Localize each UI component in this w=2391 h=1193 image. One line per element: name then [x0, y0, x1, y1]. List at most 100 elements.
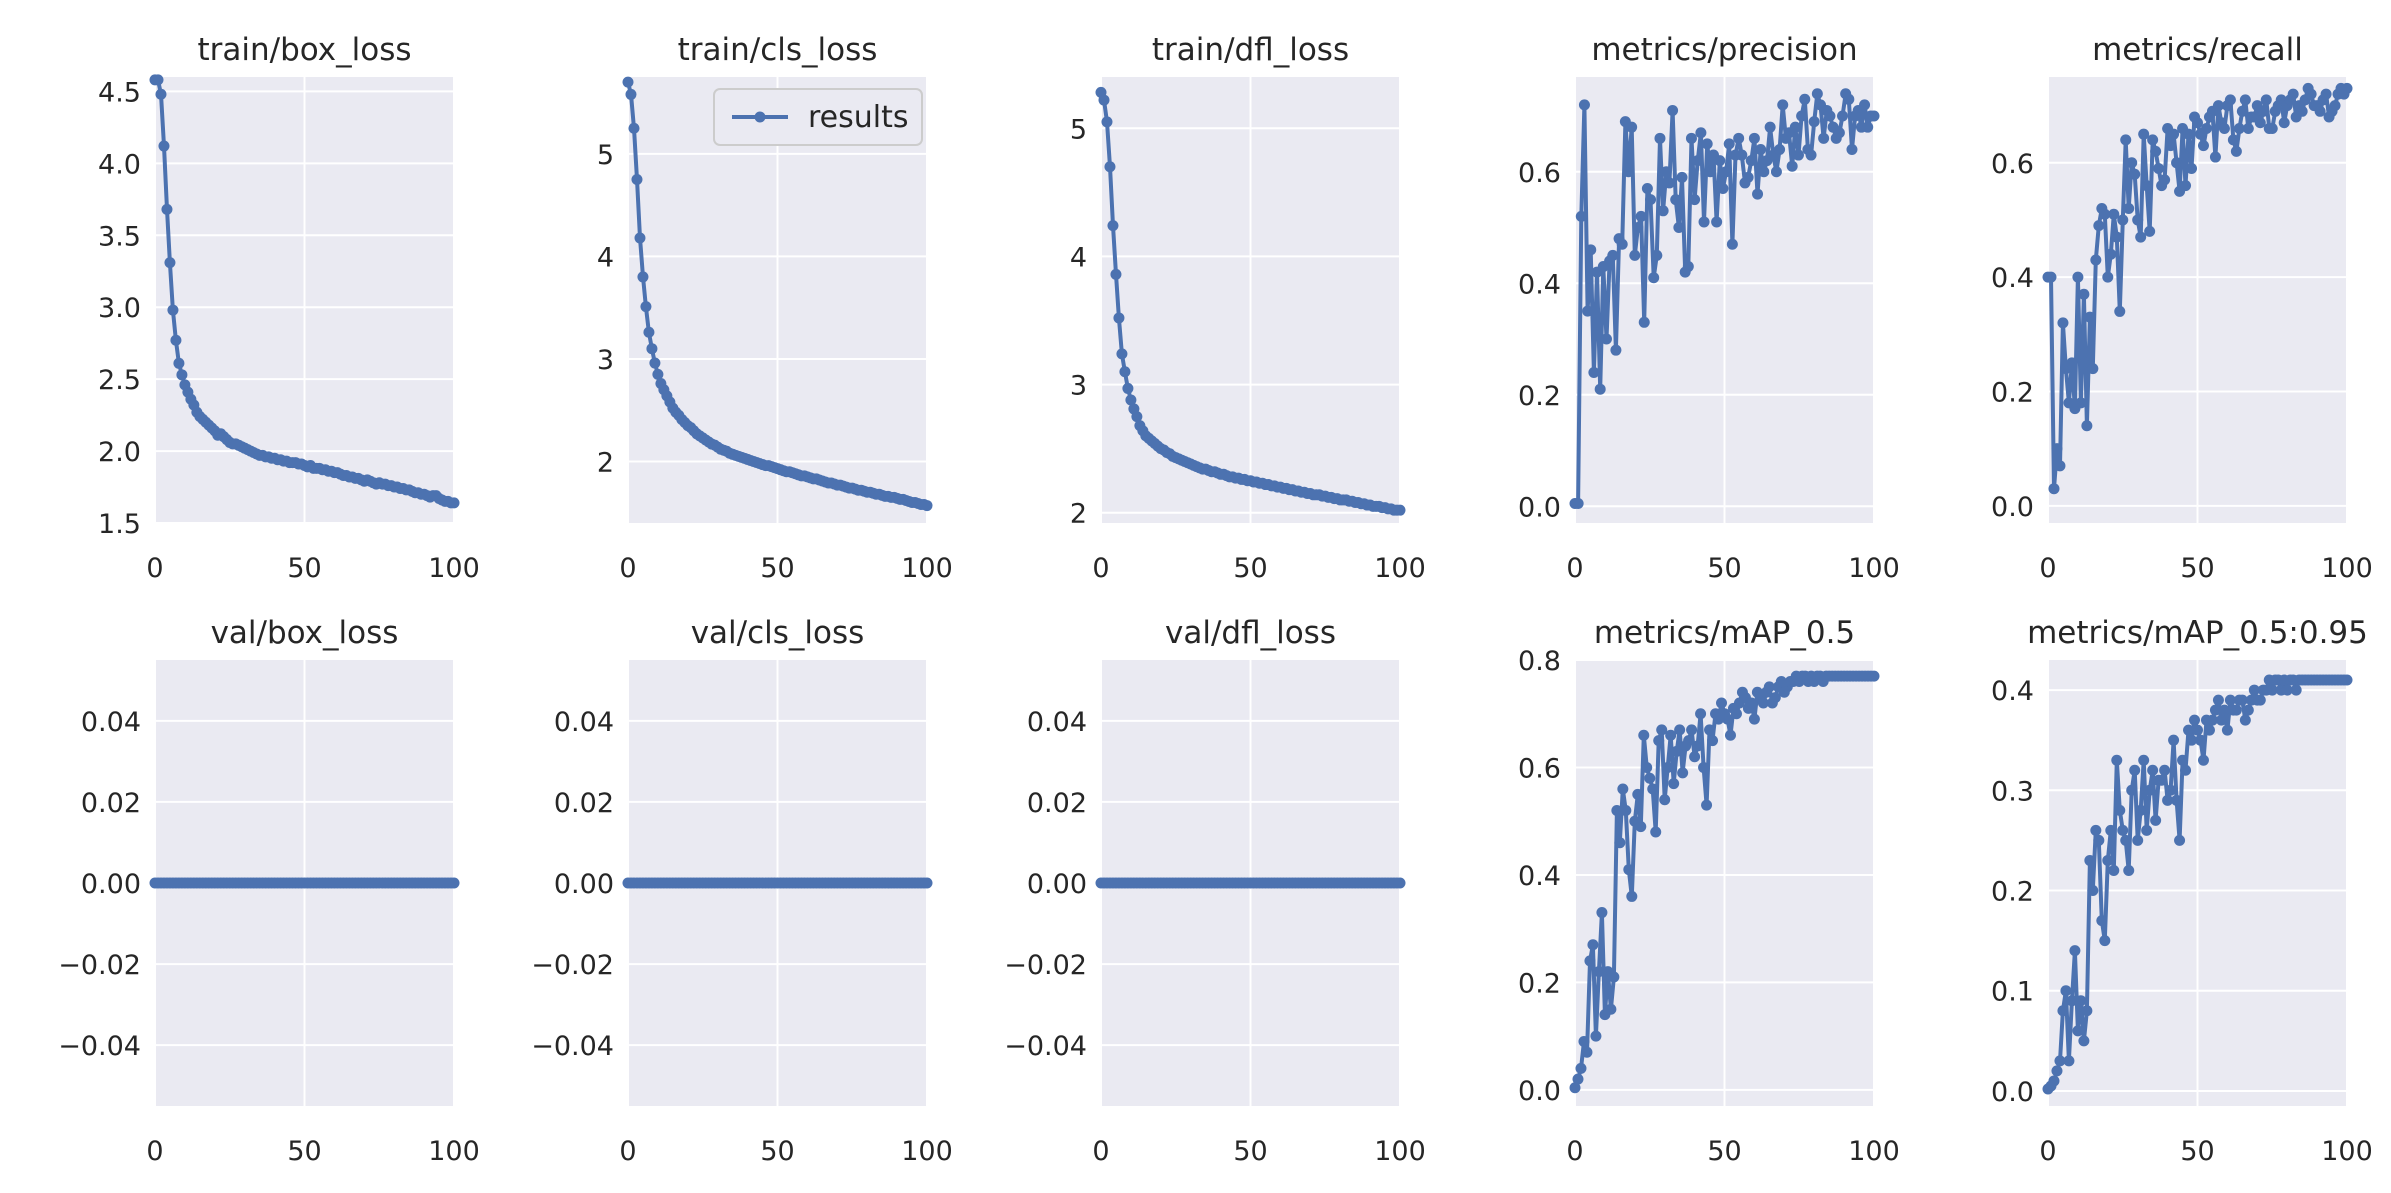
data-point	[1717, 183, 1729, 194]
y-tick-label: 4	[597, 242, 614, 273]
data-point	[2108, 864, 2120, 876]
data-point	[2159, 764, 2171, 776]
data-point	[1638, 316, 1650, 328]
subplot-title: metrics/precision	[1591, 32, 1857, 68]
data-point	[1716, 697, 1728, 709]
x-tick-label: 0	[619, 553, 636, 584]
y-tick-label: 0.2	[1991, 877, 2034, 908]
data-point	[1101, 116, 1113, 128]
data-point	[2123, 864, 2135, 876]
data-point	[1683, 735, 1695, 747]
data-point	[2102, 271, 2114, 283]
data-point	[1692, 155, 1704, 167]
x-tick-label: 50	[1233, 1136, 1267, 1167]
y-tick-label: 0.4	[1991, 263, 2034, 294]
data-point	[2141, 180, 2153, 192]
data-point	[2066, 357, 2078, 369]
y-tick-label: 5	[597, 140, 614, 171]
y-tick-label: 2	[597, 447, 614, 478]
y-tick-label: 0.2	[1518, 968, 1561, 999]
y-tick-label: −0.02	[531, 950, 614, 981]
data-point	[1660, 166, 1672, 178]
y-tick-label: 2.0	[98, 437, 141, 468]
data-point	[1777, 99, 1789, 111]
x-tick-label: 0	[146, 1136, 163, 1167]
data-point	[2126, 784, 2138, 796]
data-point	[2075, 397, 2087, 409]
x-tick-label: 100	[901, 1136, 953, 1167]
data-point	[1605, 1003, 1617, 1015]
data-point	[1748, 713, 1760, 725]
data-point	[2069, 945, 2081, 957]
legend-marker	[754, 111, 766, 123]
y-tick-label: 4.0	[98, 149, 141, 180]
data-point	[1116, 348, 1128, 360]
subplot-title: train/box_loss	[197, 32, 411, 68]
data-point	[1692, 740, 1704, 752]
data-point	[2066, 995, 2078, 1007]
data-point	[2060, 985, 2072, 997]
y-tick-label: 0.2	[1991, 377, 2034, 408]
x-tick-label: 0	[1566, 1136, 1583, 1167]
data-point	[2105, 824, 2117, 836]
data-point	[2147, 134, 2159, 146]
data-point	[2150, 814, 2162, 826]
data-point	[2105, 248, 2117, 260]
data-point	[2194, 734, 2206, 746]
data-point	[1107, 220, 1119, 232]
data-point	[2242, 122, 2254, 134]
data-point	[1714, 155, 1726, 167]
data-point	[652, 368, 664, 380]
data-point	[2215, 714, 2227, 726]
data-point	[1131, 411, 1143, 423]
data-point	[1665, 729, 1677, 741]
subplot-title: val/cls_loss	[691, 615, 865, 651]
legend-box	[713, 88, 923, 146]
data-point	[1651, 249, 1663, 261]
data-point	[1724, 729, 1736, 741]
data-point	[1846, 143, 1858, 155]
data-point	[2099, 935, 2111, 947]
data-point	[2254, 694, 2266, 706]
data-point	[1792, 149, 1804, 161]
data-point	[1868, 670, 1880, 682]
data-point	[640, 301, 652, 313]
y-tick-label: 5	[1070, 114, 1087, 145]
data-point	[2129, 168, 2141, 180]
data-point	[2341, 82, 2353, 94]
data-point	[2051, 1065, 2063, 1077]
data-point	[2114, 804, 2126, 816]
data-point	[1720, 166, 1732, 178]
data-point	[628, 122, 640, 134]
data-point	[2257, 105, 2269, 117]
data-point	[1638, 729, 1650, 741]
data-point	[155, 88, 167, 100]
data-point	[2111, 231, 2123, 243]
data-point	[2165, 140, 2177, 152]
data-point	[2236, 105, 2248, 117]
data-point	[2144, 225, 2156, 237]
data-point	[1587, 939, 1599, 951]
data-point	[1578, 99, 1590, 111]
data-point	[2168, 128, 2180, 140]
data-point	[1635, 210, 1647, 222]
data-point	[1695, 127, 1707, 139]
data-point	[2227, 134, 2239, 146]
data-point	[1611, 804, 1623, 816]
data-point	[2183, 724, 2195, 736]
data-point	[2153, 162, 2165, 174]
data-point	[2233, 122, 2245, 134]
data-point	[2084, 311, 2096, 323]
data-point	[1711, 216, 1723, 228]
y-tick-label: 0.4	[1991, 676, 2034, 707]
data-point	[1581, 1046, 1593, 1058]
y-tick-label: 0.00	[554, 869, 614, 900]
data-point	[152, 74, 164, 86]
data-point	[1608, 971, 1620, 983]
data-point	[2072, 1025, 2084, 1037]
y-tick-label: −0.02	[1004, 950, 1087, 981]
data-point	[1769, 692, 1781, 704]
data-point	[1394, 877, 1406, 889]
data-point	[2168, 734, 2180, 746]
x-tick-label: 100	[1374, 1136, 1426, 1167]
